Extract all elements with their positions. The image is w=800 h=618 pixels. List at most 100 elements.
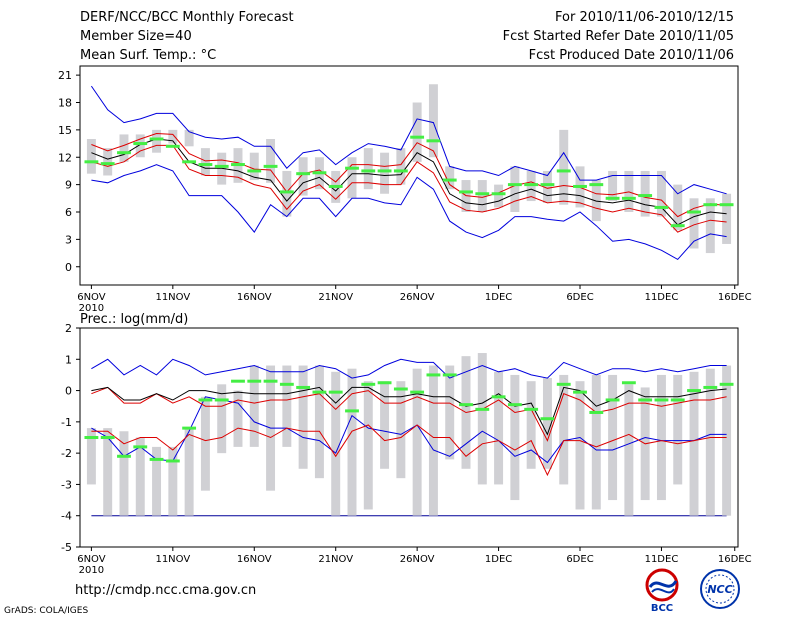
prec-xtick-label: 6NOV: [77, 554, 106, 565]
prec-box: [705, 368, 715, 516]
temp-x-sublabel: 2010: [79, 303, 104, 314]
variable-label: Mean Surf. Temp.: °C: [80, 48, 217, 63]
temp-ytick-label: 9: [65, 179, 72, 192]
prec-xtick-label: 11DEC: [645, 554, 679, 565]
prec-box: [396, 381, 406, 479]
temp-mean-line: [91, 138, 727, 226]
temp-ytick-label: 18: [58, 97, 72, 110]
prec-band-low-line: [91, 424, 727, 477]
temp-box: [282, 170, 292, 217]
prec-ytick-label: -4: [61, 510, 72, 523]
member-size-label: Member Size=40: [80, 29, 192, 44]
prec-box: [282, 365, 292, 447]
temp-xtick-label: 16NOV: [237, 292, 272, 303]
temp-box: [542, 170, 552, 203]
prec-xtick-label: 16NOV: [237, 554, 272, 565]
temp-box: [380, 152, 390, 194]
bcc-logo-icon: BCC: [645, 568, 679, 614]
temp-ytick-label: 0: [65, 261, 72, 274]
prec-frame: [79, 327, 739, 548]
prec-box: [135, 437, 145, 516]
temp-box: [249, 152, 259, 181]
temp-ytick-label: 21: [58, 69, 72, 82]
prec-box: [363, 381, 373, 510]
temp-box: [363, 148, 373, 190]
temp-box: [103, 148, 113, 176]
grads-credit: GrADS: COLA/IGES: [4, 606, 89, 616]
prec-box: [380, 381, 390, 469]
temp-xtick-label: 1DEC: [485, 292, 512, 303]
temp-box: [445, 166, 455, 190]
temp-band-low-line: [91, 144, 727, 233]
temp-box: [152, 129, 162, 153]
temp-box: [200, 148, 210, 176]
prec-xtick-label: 1DEC: [485, 554, 512, 565]
prec-box: [314, 365, 324, 479]
temp-box: [510, 166, 520, 212]
produced-date-label: Fcst Produced Date 2010/11/06: [528, 48, 734, 63]
prec-ytick-label: 1: [65, 353, 72, 366]
temp-box: [608, 170, 618, 202]
prec-box: [656, 374, 666, 501]
prec-box: [217, 384, 227, 454]
temp-xtick-label: 21NOV: [318, 292, 353, 303]
prec-box: [347, 368, 357, 516]
logos: BCC NCC: [645, 568, 740, 614]
temp-frame: [79, 65, 739, 286]
prec-box: [200, 396, 210, 491]
temp-box: [135, 134, 145, 158]
prec-xtick-label: 6DEC: [566, 554, 593, 565]
source-url[interactable]: http://cmdp.ncc.cma.gov.cn: [75, 583, 257, 598]
prec-box: [428, 365, 438, 516]
prec-xtick-label: 16DEC: [718, 554, 752, 565]
prec-box: [298, 365, 308, 469]
prec-box: [103, 428, 113, 516]
temp-xtick-label: 6NOV: [77, 292, 106, 303]
prec-ytick-label: 2: [65, 322, 72, 335]
prec-ytick-label: 0: [65, 385, 72, 398]
prec-ytick-label: -1: [61, 416, 72, 429]
temp-ytick-label: 6: [65, 206, 72, 219]
temp-box: [168, 129, 178, 144]
temp-box: [266, 139, 276, 183]
prec-box: [608, 374, 618, 501]
temp-band-high-line: [91, 132, 727, 218]
prec-ytick-label: -3: [61, 478, 72, 491]
temp-box: [184, 129, 194, 147]
temp-xtick-label: 16DEC: [718, 292, 752, 303]
prec-envelope-high-line: [91, 358, 727, 379]
temp-box: [347, 157, 357, 199]
temp-box: [673, 184, 683, 231]
temp-box: [705, 198, 715, 254]
prec-xtick-label: 26NOV: [400, 554, 435, 565]
prec-box: [526, 381, 536, 469]
temp-box: [396, 148, 406, 185]
temp-box: [559, 129, 569, 205]
temp-box: [428, 84, 438, 158]
prec-x-sublabel: 2010: [79, 565, 104, 576]
prec-box: [673, 374, 683, 485]
start-date-label: Fcst Started Refer Date 2010/11/05: [502, 29, 734, 44]
prec-xtick-label: 21NOV: [318, 554, 353, 565]
prec-box: [86, 428, 96, 485]
prec-title: Prec.: log(mm/d): [80, 312, 188, 327]
prec-box: [575, 381, 585, 510]
chart-title: DERF/NCC/BCC Monthly Forecast: [80, 10, 294, 25]
prec-box: [722, 365, 732, 516]
ncc-logo-text: NCC: [707, 583, 732, 596]
prec-box: [412, 368, 422, 516]
bcc-logo-text: BCC: [651, 603, 673, 614]
forecast-period-label: For 2010/11/06-2010/12/15: [555, 10, 734, 25]
prec-box: [331, 371, 341, 516]
temp-xtick-label: 11DEC: [645, 292, 679, 303]
temp-box: [640, 170, 650, 217]
prec-box: [233, 390, 243, 447]
temp-ytick-label: 15: [58, 124, 72, 137]
prec-box: [184, 428, 194, 516]
prec-box: [249, 365, 259, 447]
prec-xtick-label: 11NOV: [155, 554, 190, 565]
prec-box: [510, 374, 520, 501]
prec-box: [152, 446, 162, 516]
